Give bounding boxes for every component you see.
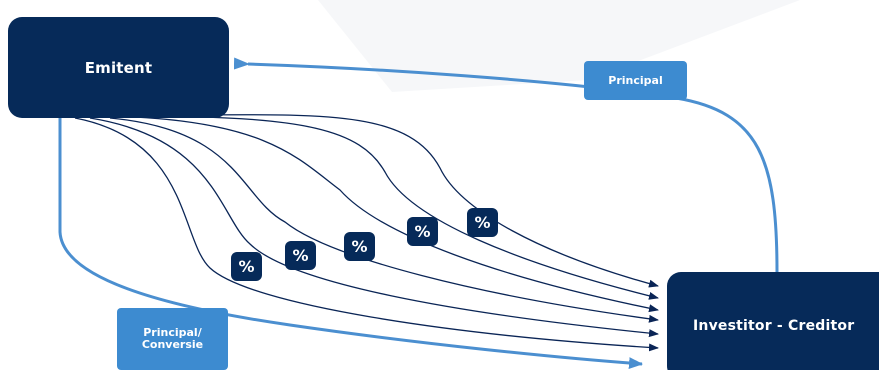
investitor-creditor-node: Investitor - Creditor bbox=[667, 272, 879, 370]
principal-conversie-flow-line bbox=[58, 118, 643, 370]
interest-flow-line-5 bbox=[159, 115, 659, 300]
principal-flow-line bbox=[233, 57, 779, 273]
interest-flow-line-3 bbox=[109, 117, 659, 323]
emitent-node: Emitent bbox=[8, 17, 229, 118]
principal-tag: Principal bbox=[584, 61, 687, 100]
principal-tag-label: Principal bbox=[608, 73, 663, 87]
interest-percent-badge: % bbox=[231, 252, 262, 281]
interest-percent-badge: % bbox=[285, 241, 316, 270]
emitent-label: Emitent bbox=[84, 58, 153, 77]
interest-percent-badge: % bbox=[407, 217, 438, 246]
principal-conversie-tag: Principal/ Conversie bbox=[117, 308, 228, 370]
principal-conversie-tag-label: Principal/ Conversie bbox=[141, 326, 204, 351]
interest-flow-line-4 bbox=[134, 116, 659, 313]
interest-flow-line-2 bbox=[89, 117, 659, 338]
interest-flow-line-6 bbox=[189, 114, 659, 288]
investitor-creditor-label: Investitor - Creditor bbox=[693, 318, 855, 334]
interest-flow-line-1 bbox=[74, 117, 659, 352]
interest-percent-badge: % bbox=[344, 232, 375, 261]
interest-percent-badge: % bbox=[467, 208, 498, 237]
